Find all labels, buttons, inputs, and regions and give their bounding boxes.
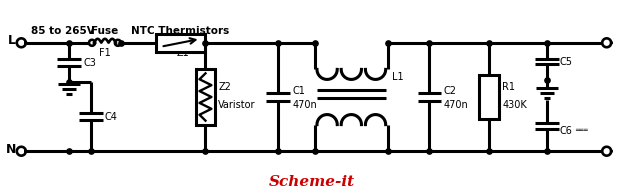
Text: R1: R1 bbox=[502, 82, 515, 92]
Polygon shape bbox=[17, 38, 26, 47]
Text: C1: C1 bbox=[292, 86, 305, 96]
Text: Scheme-it: Scheme-it bbox=[269, 175, 355, 189]
Bar bbox=[479, 75, 499, 119]
Text: C4: C4 bbox=[105, 112, 118, 122]
Bar bbox=[195, 69, 215, 125]
Text: N: N bbox=[6, 143, 16, 156]
Polygon shape bbox=[115, 40, 121, 46]
Text: F1: F1 bbox=[99, 48, 111, 58]
Text: C2: C2 bbox=[444, 86, 456, 96]
Polygon shape bbox=[602, 38, 611, 47]
Polygon shape bbox=[602, 147, 611, 156]
Text: L1: L1 bbox=[392, 72, 403, 82]
Polygon shape bbox=[17, 147, 26, 156]
Text: Z1: Z1 bbox=[176, 48, 189, 58]
Bar bbox=[156, 34, 205, 52]
Polygon shape bbox=[89, 40, 95, 46]
Text: Fuse: Fuse bbox=[91, 26, 119, 36]
Text: NTC Thermistors: NTC Thermistors bbox=[132, 26, 230, 36]
Text: ═══: ═══ bbox=[575, 126, 588, 133]
Text: 430K: 430K bbox=[502, 100, 527, 110]
Text: 85 to 265V: 85 to 265V bbox=[31, 26, 95, 36]
Text: L: L bbox=[8, 34, 16, 47]
Text: C3: C3 bbox=[83, 57, 96, 68]
Text: Varistor: Varistor bbox=[218, 100, 256, 110]
Text: 470n: 470n bbox=[292, 100, 317, 110]
Text: Z2: Z2 bbox=[218, 82, 232, 92]
Text: C5: C5 bbox=[560, 56, 573, 67]
Text: 470n: 470n bbox=[444, 100, 468, 110]
Text: C6: C6 bbox=[560, 126, 573, 136]
